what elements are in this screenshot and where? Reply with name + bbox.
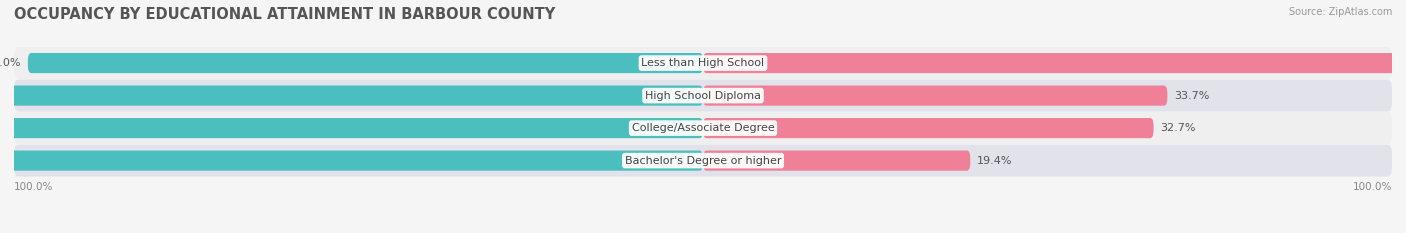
FancyBboxPatch shape: [703, 86, 1167, 106]
Text: College/Associate Degree: College/Associate Degree: [631, 123, 775, 133]
FancyBboxPatch shape: [14, 47, 1392, 79]
Text: High School Diploma: High School Diploma: [645, 91, 761, 101]
FancyBboxPatch shape: [14, 145, 1392, 177]
FancyBboxPatch shape: [703, 151, 970, 171]
Text: 32.7%: 32.7%: [1160, 123, 1197, 133]
FancyBboxPatch shape: [0, 118, 703, 138]
Text: 49.0%: 49.0%: [0, 58, 21, 68]
FancyBboxPatch shape: [28, 53, 703, 73]
FancyBboxPatch shape: [0, 151, 703, 171]
Text: OCCUPANCY BY EDUCATIONAL ATTAINMENT IN BARBOUR COUNTY: OCCUPANCY BY EDUCATIONAL ATTAINMENT IN B…: [14, 7, 555, 22]
FancyBboxPatch shape: [0, 86, 703, 106]
FancyBboxPatch shape: [14, 112, 1392, 144]
FancyBboxPatch shape: [703, 53, 1406, 73]
Text: 19.4%: 19.4%: [977, 156, 1012, 166]
FancyBboxPatch shape: [703, 118, 1153, 138]
Text: 100.0%: 100.0%: [14, 182, 53, 192]
Text: Bachelor's Degree or higher: Bachelor's Degree or higher: [624, 156, 782, 166]
Text: 33.7%: 33.7%: [1174, 91, 1209, 101]
FancyBboxPatch shape: [14, 80, 1392, 112]
Text: Less than High School: Less than High School: [641, 58, 765, 68]
Text: 100.0%: 100.0%: [1353, 182, 1392, 192]
Text: Source: ZipAtlas.com: Source: ZipAtlas.com: [1288, 7, 1392, 17]
